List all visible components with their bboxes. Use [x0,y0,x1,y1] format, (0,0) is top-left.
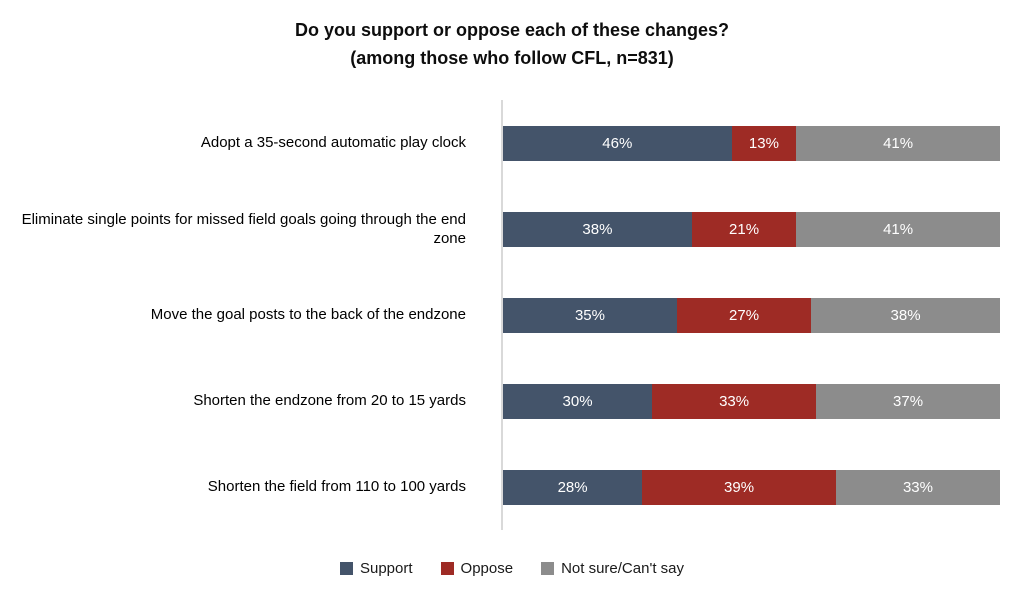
category-label: Shorten the field from 110 to 100 yards [207,478,466,496]
data-label: 35% [574,306,605,324]
legend-label: Support [359,560,413,577]
legend-label: Oppose [460,560,514,577]
legend-swatch-icon [541,562,555,575]
legend-item-oppose: Oppose [440,560,514,577]
data-label: 33% [719,392,750,410]
chart-title-line1: Do you support or oppose each of these c… [294,20,730,40]
bar-segment-oppose: 39% [642,469,836,505]
bar-track: 46% 13% 41% [503,125,1000,161]
legend-label: Not sure/Can't say [561,560,684,577]
bar-track: 38% 21% 41% [503,211,1000,247]
legend-swatch-icon [339,562,353,575]
bar-segment-support: 30% [503,383,653,419]
bar-segment-oppose: 21% [691,211,797,247]
bar-segment-support: 28% [503,469,643,505]
chart-row: Move the goal posts to the back of the e… [0,272,1024,358]
chart-title-line2: (among those who follow CFL, n=831) [350,48,674,68]
category-label: Adopt a 35-second automatic play clock [200,134,466,152]
bar-track: 28% 39% 33% [503,469,1000,505]
category-label: Shorten the endzone from 20 to 15 yards [193,392,466,410]
chart-row: Shorten the field from 110 to 100 yards 2… [0,444,1024,530]
data-label: 41% [883,134,914,152]
bar-segment-not-sure-can-t-say: 37% [816,383,1000,419]
bar-segment-not-sure-can-t-say: 38% [811,297,1000,333]
plot-area: Adopt a 35-second automatic play clock 46… [0,100,1024,530]
bar-track: 30% 33% 37% [503,383,1000,419]
data-label: 37% [893,392,924,410]
bar-segment-support: 35% [503,297,677,333]
data-label: 38% [890,306,921,324]
bar-segment-not-sure-can-t-say: 33% [835,469,1000,505]
data-label: 46% [602,134,633,152]
category-label: Eliminate single points for missed field… [21,210,466,248]
legend-item-not-sure-can-t-say: Not sure/Can't say [541,560,684,577]
data-label: 13% [748,134,779,152]
data-label: 39% [724,478,755,496]
data-label: 28% [557,478,588,496]
legend-swatch-icon [440,562,454,575]
chart-row: Adopt a 35-second automatic play clock 46… [0,100,1024,186]
chart-legend: Support Oppose Not sure/Can't say [0,560,1024,577]
category-axis-line [501,100,503,530]
legend-item-support: Support [339,560,413,577]
bar-track: 35% 27% 38% [503,297,1000,333]
chart-row: Shorten the endzone from 20 to 15 yards 3… [0,358,1024,444]
bar-segment-oppose: 13% [731,125,797,161]
bar-segment-support: 38% [503,211,692,247]
category-label: Move the goal posts to the back of the e… [150,306,466,324]
chart-row: Eliminate single points for missed field… [0,186,1024,272]
data-label: 38% [582,220,613,238]
bar-segment-oppose: 33% [652,383,817,419]
bar-segment-oppose: 27% [676,297,812,333]
chart-title: Do you support or oppose each of these c… [0,16,1024,72]
bar-segment-not-sure-can-t-say: 41% [796,125,1000,161]
data-label: 41% [883,220,914,238]
data-label: 21% [729,220,760,238]
data-label: 27% [729,306,760,324]
data-label: 33% [902,478,933,496]
data-label: 30% [562,392,593,410]
bar-segment-support: 46% [503,125,732,161]
bar-segment-not-sure-can-t-say: 41% [796,211,1000,247]
